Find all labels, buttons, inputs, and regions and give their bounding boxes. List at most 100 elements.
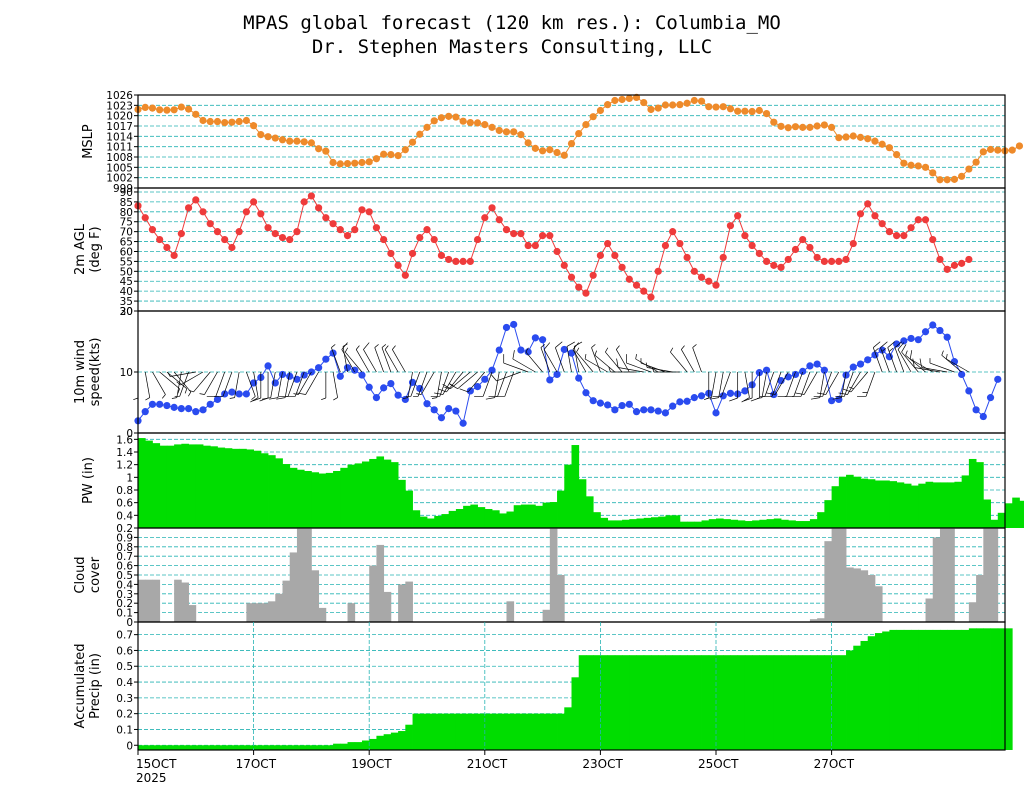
wind-barb <box>171 371 182 399</box>
mslp-point <box>893 150 901 159</box>
wind-barb <box>594 350 616 373</box>
x-tick-label: 15OCT <box>136 757 177 771</box>
wind-point <box>286 372 294 380</box>
barb-staff <box>215 371 226 397</box>
mslp-point <box>958 172 966 180</box>
mslp-point <box>322 147 330 155</box>
precip-bar <box>889 629 898 750</box>
precip-bar <box>506 713 515 750</box>
barb-staff <box>342 346 348 373</box>
wind-point <box>546 376 554 384</box>
temp-point <box>539 232 547 240</box>
pw-bar <box>976 462 984 528</box>
cloud-bar <box>318 607 327 622</box>
wind-barb <box>392 345 406 373</box>
barb-flag <box>333 397 338 401</box>
y-tick-label: 1020 <box>106 111 133 123</box>
wind-point <box>343 364 352 372</box>
wind-barb <box>437 371 464 393</box>
temp-point <box>632 281 641 289</box>
pw-bar <box>159 445 168 528</box>
barb-flag <box>355 345 360 350</box>
barb-staff <box>407 371 413 398</box>
mslp-point <box>661 101 670 109</box>
precip-bar <box>390 732 399 750</box>
barb-flag <box>171 397 177 399</box>
temp-point <box>589 271 597 279</box>
temp-point <box>914 216 922 224</box>
pw-bar <box>246 449 254 528</box>
cloud-bar <box>860 570 869 622</box>
precip-bar <box>809 655 818 750</box>
precip-bar <box>260 745 269 750</box>
barb-staff <box>615 349 630 373</box>
wind-point <box>560 345 568 354</box>
wind-point <box>640 406 648 414</box>
pw-bar <box>325 472 334 528</box>
wind-barb <box>729 372 739 402</box>
barb-staff <box>374 347 384 373</box>
pw-bar <box>990 519 999 528</box>
wind-point <box>683 397 691 405</box>
wind-barb <box>743 372 753 402</box>
pw-bar <box>795 521 804 528</box>
temp-point <box>502 226 511 234</box>
pw-bar <box>824 500 832 528</box>
precip-bar <box>997 628 1006 750</box>
precip-bar <box>723 655 731 750</box>
temp-point <box>813 253 821 262</box>
precip-bar <box>622 655 630 750</box>
y-axis-label: MSLP <box>81 124 96 159</box>
wind-point <box>517 346 525 354</box>
y-tick-label: 85 <box>120 197 133 209</box>
barb-flag <box>167 372 171 377</box>
cloud-bar <box>976 575 984 622</box>
barb-staff <box>503 362 529 373</box>
mslp-point <box>380 150 388 158</box>
precip-bar <box>976 628 984 750</box>
y-tick-label: 0.8 <box>116 542 133 554</box>
temp-point <box>156 235 164 244</box>
mslp-point <box>387 150 395 159</box>
temp-point <box>495 216 503 224</box>
barb-flag <box>437 388 447 393</box>
mslp-point <box>502 128 511 136</box>
mslp-point <box>965 165 973 173</box>
wind-barb <box>403 371 413 399</box>
barb-flag <box>161 394 166 399</box>
y-tick-label: 0.2 <box>116 523 133 535</box>
precip-bar <box>282 745 291 750</box>
pw-bar <box>224 448 233 528</box>
pw-bar <box>831 486 840 528</box>
wind-barb <box>810 371 825 400</box>
temp-point <box>900 232 908 240</box>
barb-flag <box>431 397 437 399</box>
temp-point <box>697 273 706 281</box>
barb-flag <box>384 345 389 350</box>
wind-barb <box>374 344 384 373</box>
wind-barb <box>880 341 890 373</box>
wind-barb <box>901 344 919 373</box>
barb-staff <box>887 347 897 373</box>
barb-staff <box>872 347 883 373</box>
barb-flag <box>576 347 580 353</box>
barb-staff <box>417 371 428 397</box>
mslp-point <box>163 106 171 114</box>
barb-staff <box>442 371 457 395</box>
pw-bar <box>188 444 197 528</box>
barb-staff <box>793 371 804 397</box>
y-tick-label: 0.5 <box>116 661 133 673</box>
cloud-bar <box>304 528 312 622</box>
wind-point <box>394 391 402 399</box>
wind-point <box>604 401 612 409</box>
precip-bar <box>268 745 276 750</box>
wind-point <box>459 419 467 427</box>
mslp-point <box>950 175 959 183</box>
panel-4: 00.10.20.30.40.50.60.70.80.9 Cloud cover <box>73 527 1006 629</box>
pw-bar <box>622 519 630 528</box>
barb-staff <box>897 349 912 373</box>
mslp-point <box>828 123 836 131</box>
cloud-bar <box>939 528 948 622</box>
barb-flag <box>250 397 259 403</box>
barb-flag <box>381 344 387 348</box>
